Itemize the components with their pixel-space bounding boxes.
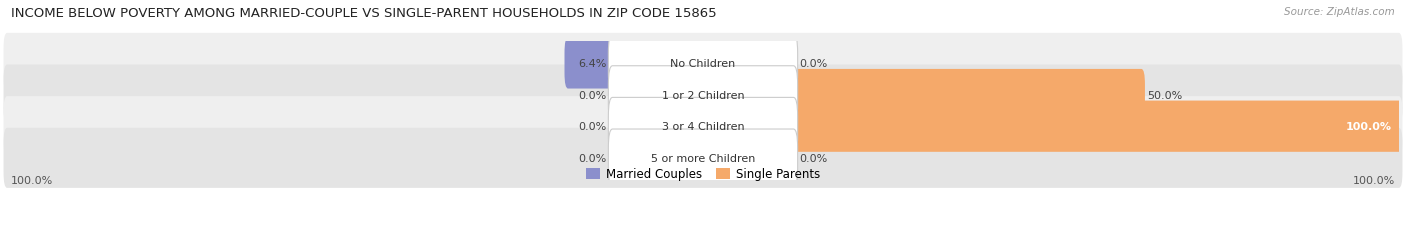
FancyBboxPatch shape [609, 98, 797, 155]
FancyBboxPatch shape [609, 129, 797, 187]
Text: 0.0%: 0.0% [579, 122, 607, 132]
Text: 100.0%: 100.0% [1346, 122, 1392, 132]
Text: No Children: No Children [671, 59, 735, 69]
Text: 0.0%: 0.0% [799, 59, 827, 69]
Text: 100.0%: 100.0% [10, 175, 53, 185]
Text: 0.0%: 0.0% [799, 153, 827, 163]
Text: 6.4%: 6.4% [579, 59, 607, 69]
Text: 50.0%: 50.0% [1147, 90, 1182, 100]
Text: 5 or more Children: 5 or more Children [651, 153, 755, 163]
FancyBboxPatch shape [609, 67, 797, 124]
Text: 0.0%: 0.0% [579, 90, 607, 100]
Text: Source: ZipAtlas.com: Source: ZipAtlas.com [1284, 7, 1395, 17]
FancyBboxPatch shape [4, 65, 1402, 125]
FancyBboxPatch shape [4, 34, 1402, 94]
Text: 1 or 2 Children: 1 or 2 Children [662, 90, 744, 100]
FancyBboxPatch shape [564, 38, 616, 89]
Legend: Married Couples, Single Parents: Married Couples, Single Parents [581, 163, 825, 185]
Text: 0.0%: 0.0% [579, 153, 607, 163]
FancyBboxPatch shape [4, 97, 1402, 157]
FancyBboxPatch shape [790, 101, 1406, 152]
FancyBboxPatch shape [609, 35, 797, 92]
Text: 3 or 4 Children: 3 or 4 Children [662, 122, 744, 132]
Text: 100.0%: 100.0% [1353, 175, 1396, 185]
FancyBboxPatch shape [790, 70, 1144, 121]
Text: INCOME BELOW POVERTY AMONG MARRIED-COUPLE VS SINGLE-PARENT HOUSEHOLDS IN ZIP COD: INCOME BELOW POVERTY AMONG MARRIED-COUPL… [11, 7, 717, 20]
FancyBboxPatch shape [4, 128, 1402, 188]
